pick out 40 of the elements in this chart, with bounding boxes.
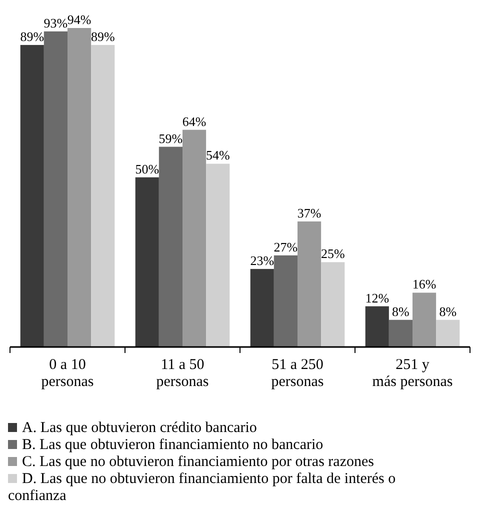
x-tick-label: 251 y más personas — [372, 357, 453, 390]
bar — [91, 44, 115, 347]
legend-label: C. Las que no obtuvieron financiamiento por otras razones — [22, 454, 374, 470]
data-label: 12% — [365, 290, 390, 306]
bar — [158, 146, 182, 347]
data-label: 93% — [44, 15, 68, 30]
data-label: 25% — [320, 246, 345, 262]
x-tick-label: 51 a 250 personas — [271, 357, 324, 390]
data-label: 50% — [135, 161, 160, 176]
data-label: 16% — [412, 276, 436, 292]
bar — [135, 177, 159, 347]
data-label: 8% — [392, 304, 410, 319]
bar — [250, 268, 274, 347]
bar — [68, 28, 92, 347]
data-label: 64% — [182, 114, 206, 129]
bar — [412, 292, 436, 347]
data-label: 59% — [158, 130, 183, 146]
bar — [321, 262, 345, 347]
bar — [365, 306, 389, 347]
data-label: 27% — [274, 239, 298, 254]
data-label: 89% — [90, 28, 115, 44]
bar — [206, 164, 230, 347]
x-tick-label: 0 a 10 personas — [41, 357, 94, 390]
bar — [20, 44, 44, 347]
bar — [274, 255, 298, 347]
data-label: 37% — [297, 205, 322, 220]
bar — [436, 320, 460, 347]
data-label: 94% — [67, 12, 92, 27]
bar — [298, 221, 322, 347]
legend-label: A. Las que obtuvieron crédito bancario — [22, 420, 257, 436]
legend-label: D. Las que no obtuvieron financiamiento por falta de interés o confianza — [8, 471, 396, 504]
data-label: 23% — [250, 252, 274, 268]
x-tick-label: 11 a 50 personas — [156, 357, 209, 390]
bar — [44, 31, 68, 347]
bar — [388, 320, 412, 347]
data-label: 89% — [20, 28, 44, 44]
data-label: 54% — [206, 148, 230, 163]
data-label: 8% — [439, 304, 457, 319]
bar — [182, 130, 206, 347]
legend-label: B. Las que obtuvieron financiamiento no bancario — [22, 437, 324, 453]
